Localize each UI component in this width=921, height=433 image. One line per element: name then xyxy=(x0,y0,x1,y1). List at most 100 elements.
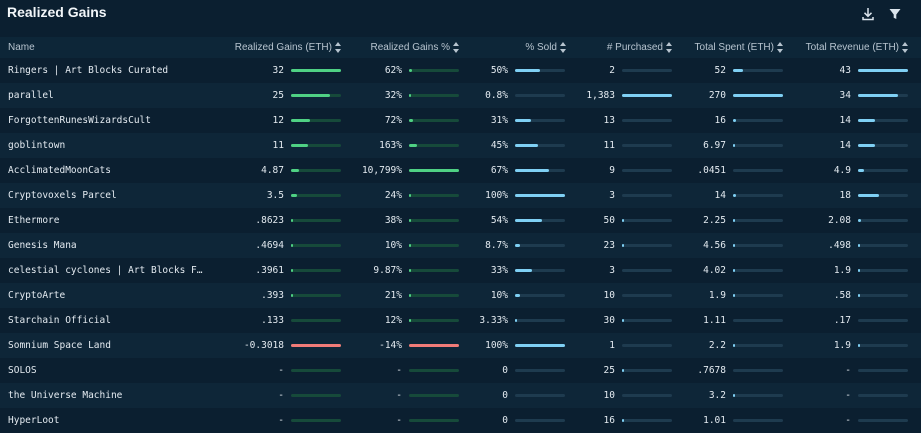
purchased-bar-fill xyxy=(622,94,672,97)
sold-value: 0 xyxy=(502,365,508,376)
sold-value: 50% xyxy=(490,65,508,76)
purchased-bar-fill xyxy=(622,219,624,222)
sold-value: 0 xyxy=(502,415,508,426)
sold-value: 0.8% xyxy=(485,90,508,101)
spent-bar xyxy=(733,344,783,347)
purchased-bar xyxy=(622,169,672,172)
revenue-bar xyxy=(858,269,908,272)
revenue-bar-fill xyxy=(858,69,908,72)
revenue-value: 1.9 xyxy=(833,340,851,351)
spent-bar xyxy=(733,294,783,297)
collection-name[interactable]: HyperLoot xyxy=(8,415,60,426)
revenue-bar xyxy=(858,94,908,97)
spent-value: 2.2 xyxy=(708,340,726,351)
table-row[interactable]: parallel 25 32% 0.8% 1,383 270 34 xyxy=(0,83,921,108)
gains-pct-bar xyxy=(409,244,459,247)
purchased-value: 23 xyxy=(603,240,615,251)
collection-name[interactable]: SOLOS xyxy=(8,365,37,376)
revenue-bar-fill xyxy=(858,119,875,122)
collection-name[interactable]: the Universe Machine xyxy=(8,390,123,401)
spent-value: 16 xyxy=(714,115,726,126)
table-row[interactable]: ForgottenRunesWizardsCult 12 72% 31% 13 16 14 xyxy=(0,108,921,133)
page-title: Realized Gains xyxy=(7,4,107,20)
sold-bar-fill xyxy=(515,69,540,72)
table-row[interactable]: Starchain Official .133 12% 3.33% 30 1.11 .17 xyxy=(0,308,921,333)
revenue-value: .17 xyxy=(833,315,851,326)
collection-name[interactable]: CryptoArte xyxy=(8,290,66,301)
gains-pct-bar xyxy=(409,94,459,97)
gains-eth-bar-fill xyxy=(291,219,293,222)
table-row[interactable]: HyperLoot - - 0 16 1.01 - xyxy=(0,408,921,433)
table-row[interactable]: Ethermore .8623 38% 54% 50 2.25 2.08 xyxy=(0,208,921,233)
table-row[interactable]: SOLOS - - 0 25 .7678 - xyxy=(0,358,921,383)
gains-eth-value: 12 xyxy=(272,115,284,126)
sold-bar xyxy=(515,394,565,397)
collection-name[interactable]: Starchain Official xyxy=(8,315,111,326)
sort-icon xyxy=(777,41,783,53)
gains-eth-bar-fill xyxy=(291,344,341,347)
column-header-total-spent[interactable]: Total Spent (ETH) xyxy=(680,37,783,58)
table-row[interactable]: Ringers | Art Blocks Curated 32 62% 50% 2 52 4… xyxy=(0,58,921,83)
spent-value: 14 xyxy=(714,190,726,201)
column-header-name[interactable]: Name xyxy=(8,37,35,58)
column-header-realized-gains-pct[interactable]: Realized Gains % xyxy=(330,37,459,58)
collection-name[interactable]: Cryptovoxels Parcel xyxy=(8,190,117,201)
collection-name[interactable]: Somnium Space Land xyxy=(8,340,111,351)
purchased-bar xyxy=(622,69,672,72)
table-row[interactable]: Genesis Mana .4694 10% 8.7% 23 4.56 .498 xyxy=(0,233,921,258)
collection-name[interactable]: Ringers | Art Blocks Curated xyxy=(8,65,169,76)
column-header-total-revenue[interactable]: Total Revenue (ETH) xyxy=(790,37,908,58)
gains-pct-value: 21% xyxy=(384,290,402,301)
gains-eth-bar-fill xyxy=(291,194,297,197)
table-row[interactable]: goblintown 11 163% 45% 11 6.97 14 xyxy=(0,133,921,158)
gains-eth-value: .393 xyxy=(261,290,284,301)
spent-bar-fill xyxy=(733,219,735,222)
collection-name[interactable]: Genesis Mana xyxy=(8,240,77,251)
sold-bar-fill xyxy=(515,169,549,172)
collection-name[interactable]: celestial cyclones | Art Blocks F… xyxy=(8,265,203,276)
download-icon[interactable] xyxy=(860,6,876,22)
purchased-value: 10 xyxy=(603,390,615,401)
collection-name[interactable]: goblintown xyxy=(8,140,66,151)
revenue-bar xyxy=(858,419,908,422)
gains-eth-value: .4694 xyxy=(255,240,284,251)
spent-bar xyxy=(733,244,783,247)
purchased-bar xyxy=(622,344,672,347)
spent-bar xyxy=(733,144,783,147)
purchased-bar-fill xyxy=(622,419,624,422)
spent-value: 2.25 xyxy=(703,215,726,226)
purchased-value: 11 xyxy=(603,140,615,151)
gains-eth-value: - xyxy=(278,365,284,376)
gains-eth-bar xyxy=(291,419,341,422)
filter-icon[interactable] xyxy=(887,6,903,22)
spent-bar xyxy=(733,194,783,197)
collection-name[interactable]: AcclimatedMoonCats xyxy=(8,165,111,176)
table-row[interactable]: the Universe Machine - - 0 10 3.2 - xyxy=(0,383,921,408)
column-header-pct-sold[interactable]: % Sold xyxy=(480,37,566,58)
spent-bar-fill xyxy=(733,119,736,122)
table-row[interactable]: Cryptovoxels Parcel 3.5 24% 100% 3 14 18 xyxy=(0,183,921,208)
revenue-bar-fill xyxy=(858,244,860,247)
revenue-bar-fill xyxy=(858,169,864,172)
column-header-label: # Purchased xyxy=(606,42,663,53)
purchased-value: 30 xyxy=(603,315,615,326)
column-header-realized-gains-eth[interactable]: Realized Gains (ETH) xyxy=(200,37,341,58)
table-row[interactable]: celestial cyclones | Art Blocks F… .3961 9… xyxy=(0,258,921,283)
table-row[interactable]: CryptoArte .393 21% 10% 10 1.9 .58 xyxy=(0,283,921,308)
sold-value: 54% xyxy=(490,215,508,226)
sold-bar xyxy=(515,369,565,372)
gains-pct-bar xyxy=(409,394,459,397)
collection-name[interactable]: parallel xyxy=(8,90,54,101)
table-row[interactable]: AcclimatedMoonCats 4.87 10,799% 67% 9 .0451 4.… xyxy=(0,158,921,183)
gains-pct-value: 9.87% xyxy=(373,265,402,276)
revenue-value: 34 xyxy=(839,90,851,101)
table-row[interactable]: Somnium Space Land -0.3018 -14% 100% 1 2.2 1.9 xyxy=(0,333,921,358)
column-header-purchased[interactable]: # Purchased xyxy=(580,37,672,58)
revenue-bar-fill xyxy=(858,219,861,222)
sold-bar xyxy=(515,219,565,222)
collection-name[interactable]: Ethermore xyxy=(8,215,60,226)
gains-pct-value: 24% xyxy=(384,190,402,201)
collection-name[interactable]: ForgottenRunesWizardsCult xyxy=(8,115,151,126)
sold-value: 8.7% xyxy=(485,240,508,251)
gains-pct-bar xyxy=(409,169,459,172)
